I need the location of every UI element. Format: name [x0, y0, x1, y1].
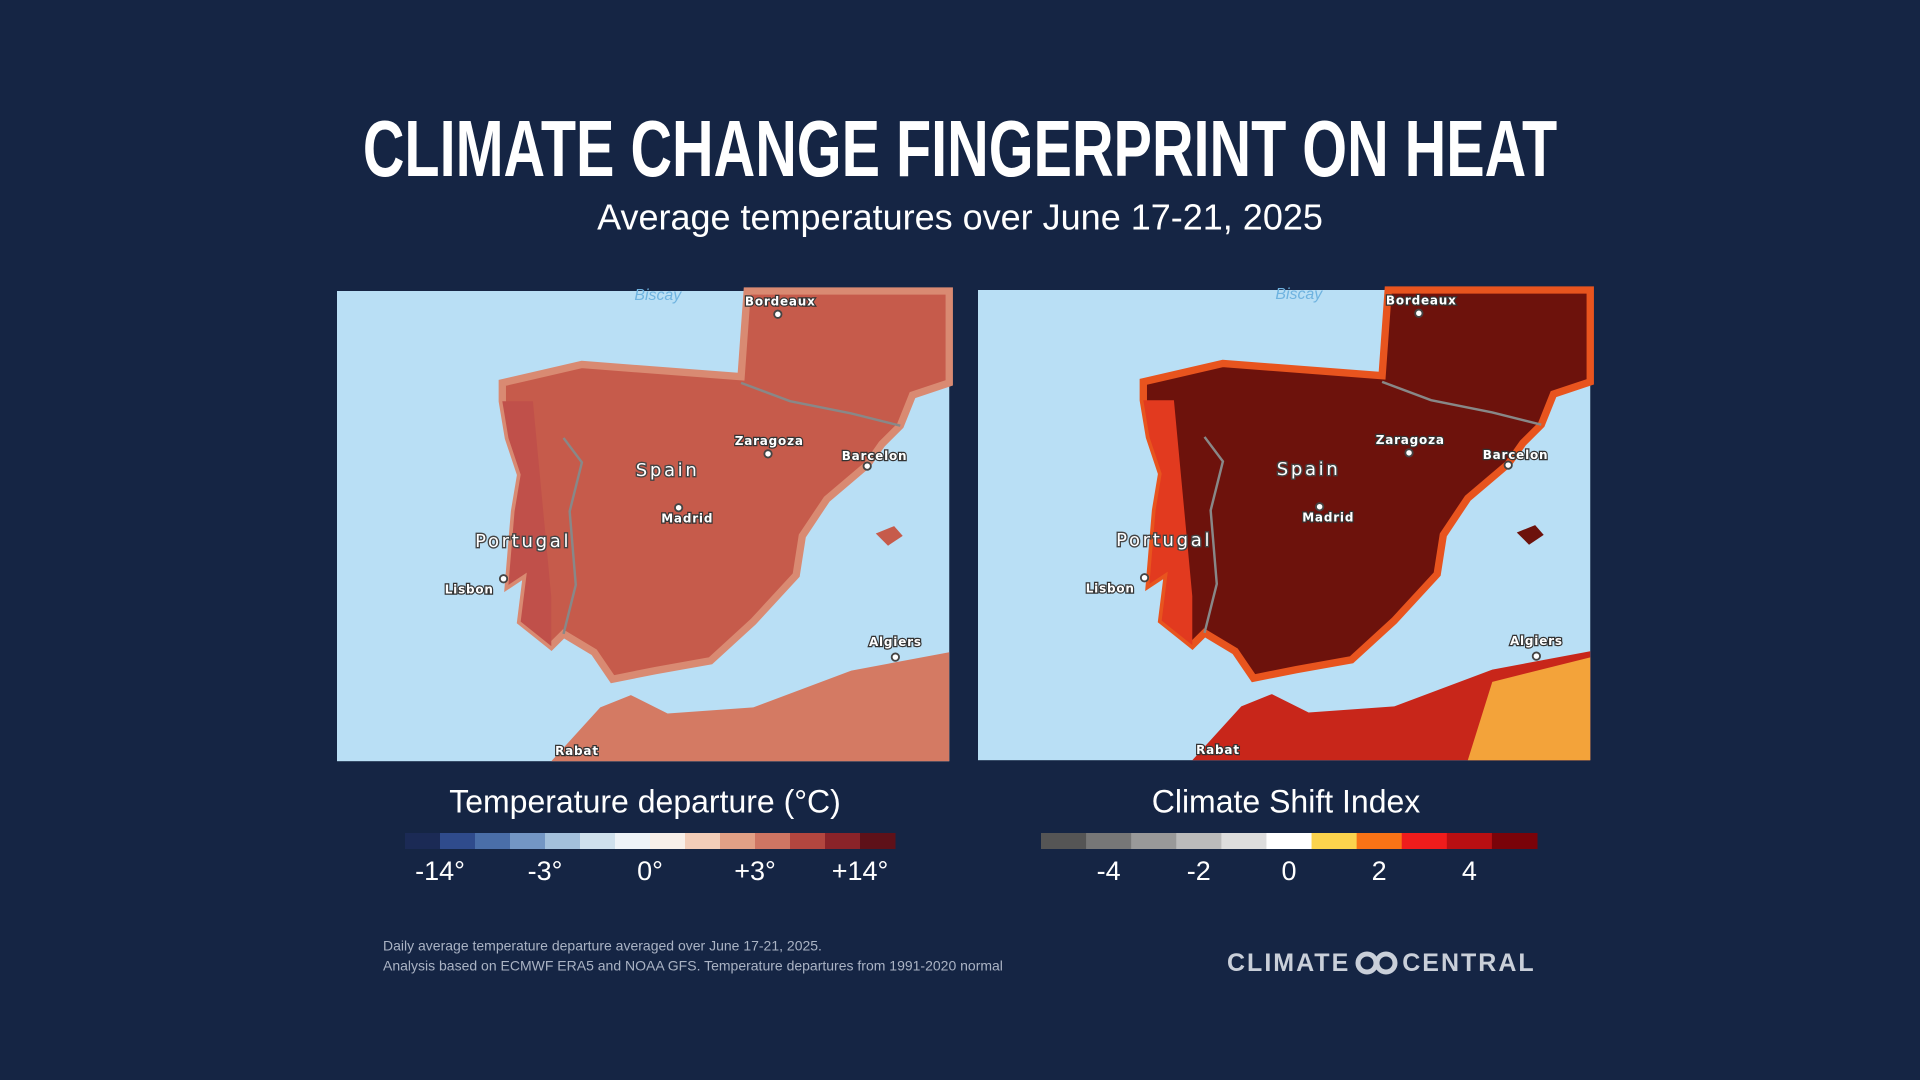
map: Biscay Bordeaux Zaragoza Barcelon Madrid Lisb…: [978, 286, 1594, 761]
legend-label: +14°: [832, 856, 889, 886]
legend-swatch: [405, 833, 441, 849]
logo-word: CLIMATE: [1227, 949, 1350, 977]
legend-swatch: [1446, 833, 1493, 849]
hot-spot: [1467, 657, 1591, 761]
country-label: Portugal: [475, 531, 571, 552]
city-dot: [1503, 460, 1513, 470]
city-label: Barcelon: [842, 449, 908, 463]
legend-swatch: [825, 833, 861, 849]
city-label: Algiers: [1510, 634, 1563, 648]
legend-swatch: [755, 833, 791, 849]
footnote: Analysis based on ECMWF ERA5 and NOAA GF…: [383, 958, 1003, 974]
sea-label: Biscay: [634, 287, 682, 304]
map: Biscay Bordeaux Zaragoza Barcelon Madrid Lisb…: [337, 287, 953, 762]
legend-swatch: [1131, 833, 1177, 849]
country-label: Spain: [636, 460, 700, 481]
legend-title: Temperature departure (°C): [449, 783, 841, 819]
city-label: Algiers: [869, 635, 922, 649]
maps: Biscay Bordeaux Zaragoza Barcelon Madrid Lisb…: [337, 286, 1594, 762]
legend-swatch: [1266, 833, 1313, 849]
border: [740, 381, 901, 427]
legend-label: -3°: [528, 856, 563, 886]
city-dot: [1531, 651, 1541, 661]
portugal-coast: [1143, 400, 1193, 646]
legend-swatch: [1041, 833, 1087, 849]
legend-swatch: [1176, 833, 1222, 849]
city-dot: [674, 503, 684, 513]
border: [1203, 436, 1225, 634]
legend-swatch: [650, 833, 686, 849]
city-dot: [1414, 308, 1424, 318]
land: [498, 287, 953, 684]
country-label: Spain: [1277, 459, 1341, 480]
legend-swatch: [1086, 833, 1132, 849]
city-dot: [862, 461, 872, 471]
country-label: Portugal: [1116, 530, 1212, 551]
land: [1139, 286, 1594, 683]
legend-swatch: [475, 833, 511, 849]
legend-swatch: [580, 833, 616, 849]
city-label: Bordeaux: [745, 295, 816, 309]
legend-label: 2: [1372, 856, 1387, 886]
city-label: Madrid: [1302, 510, 1354, 524]
city-label: Barcelon: [1483, 448, 1549, 462]
legend-swatch: [440, 833, 476, 849]
portugal-coast: [502, 401, 552, 647]
land: [551, 652, 950, 762]
city-dot: [890, 652, 900, 662]
legend-swatch: [1491, 833, 1538, 849]
city-label: Lisbon: [1086, 581, 1135, 595]
legend-label: -14°: [415, 856, 465, 886]
legend-swatch: [1401, 833, 1448, 849]
legend-label: -2: [1187, 856, 1211, 886]
legend-swatch: [1311, 833, 1358, 849]
logo: CLIMATE CENTRAL: [1227, 949, 1536, 977]
legend-title: Climate Shift Index: [1152, 783, 1421, 819]
city-label: Zaragoza: [1376, 433, 1445, 447]
city-dot: [1139, 573, 1150, 583]
city-label: Rabat: [555, 744, 599, 758]
city-label: Rabat: [1196, 743, 1240, 757]
legend-label: 0: [1281, 856, 1296, 886]
logo-word: CENTRAL: [1402, 949, 1535, 977]
city-dot: [498, 574, 509, 584]
footnote: Daily average temperature departure aver…: [383, 938, 822, 954]
city-dot: [1404, 448, 1414, 458]
sea-label: Biscay: [1275, 286, 1323, 303]
legend-swatch: [790, 833, 826, 849]
city-dot: [763, 449, 773, 459]
legend-swatch: [860, 833, 896, 849]
island: [1516, 525, 1544, 545]
city-label: Lisbon: [445, 582, 494, 596]
legend-label: -4: [1097, 856, 1121, 886]
legend-swatch: [1356, 833, 1403, 849]
legend-swatch: [615, 833, 651, 849]
legend-label: +3°: [734, 856, 776, 886]
legend-label: 0°: [637, 856, 663, 886]
city-label: Madrid: [661, 511, 713, 525]
legend-label: 4: [1462, 856, 1477, 886]
city-dot: [773, 309, 783, 319]
border: [562, 437, 584, 635]
border: [1381, 380, 1542, 426]
legend-swatch: [720, 833, 756, 849]
island: [875, 526, 903, 546]
city-dot: [1315, 502, 1325, 512]
legend-swatch: [510, 833, 546, 849]
city-label: Bordeaux: [1386, 294, 1457, 308]
logo-text: CLIMATE CENTRAL: [1227, 949, 1536, 977]
subtitle: Average temperatures over June 17-21, 20…: [597, 197, 1323, 238]
legend-swatch: [685, 833, 721, 849]
logo-mark: [1374, 951, 1398, 975]
legend-swatch: [1221, 833, 1267, 849]
legend-swatch: [545, 833, 581, 849]
title: CLIMATE CHANGE FINGERPRINT ON HEAT: [363, 104, 1557, 194]
legends: Temperature departure (°C) -14° -3° 0° +3° +1…: [405, 783, 1538, 886]
city-label: Zaragoza: [735, 434, 804, 448]
